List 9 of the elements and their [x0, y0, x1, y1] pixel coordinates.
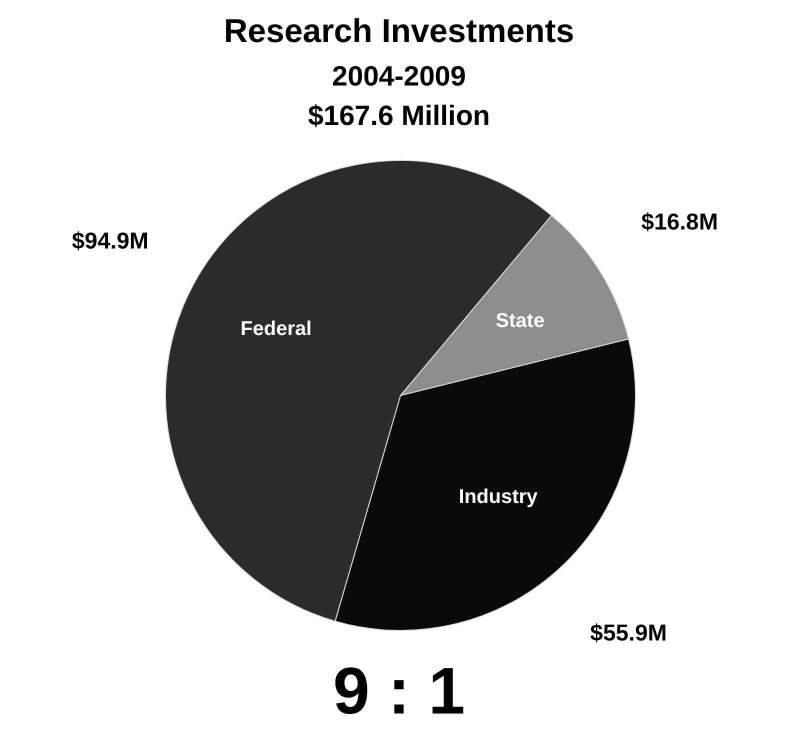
slice-label: State: [496, 310, 545, 332]
text: 9 : 1: [332, 654, 466, 728]
chart-title: Research Investments: [224, 12, 574, 49]
data-label: $16.8M: [641, 208, 718, 234]
chart-subtitle: 2004-2009 $167.6 Million: [308, 60, 490, 131]
slice-label: Federal: [240, 318, 312, 340]
data-label: $94.9M: [72, 228, 149, 254]
data-label: $55.9M: [590, 620, 667, 646]
slice-label: Industry: [458, 486, 539, 508]
